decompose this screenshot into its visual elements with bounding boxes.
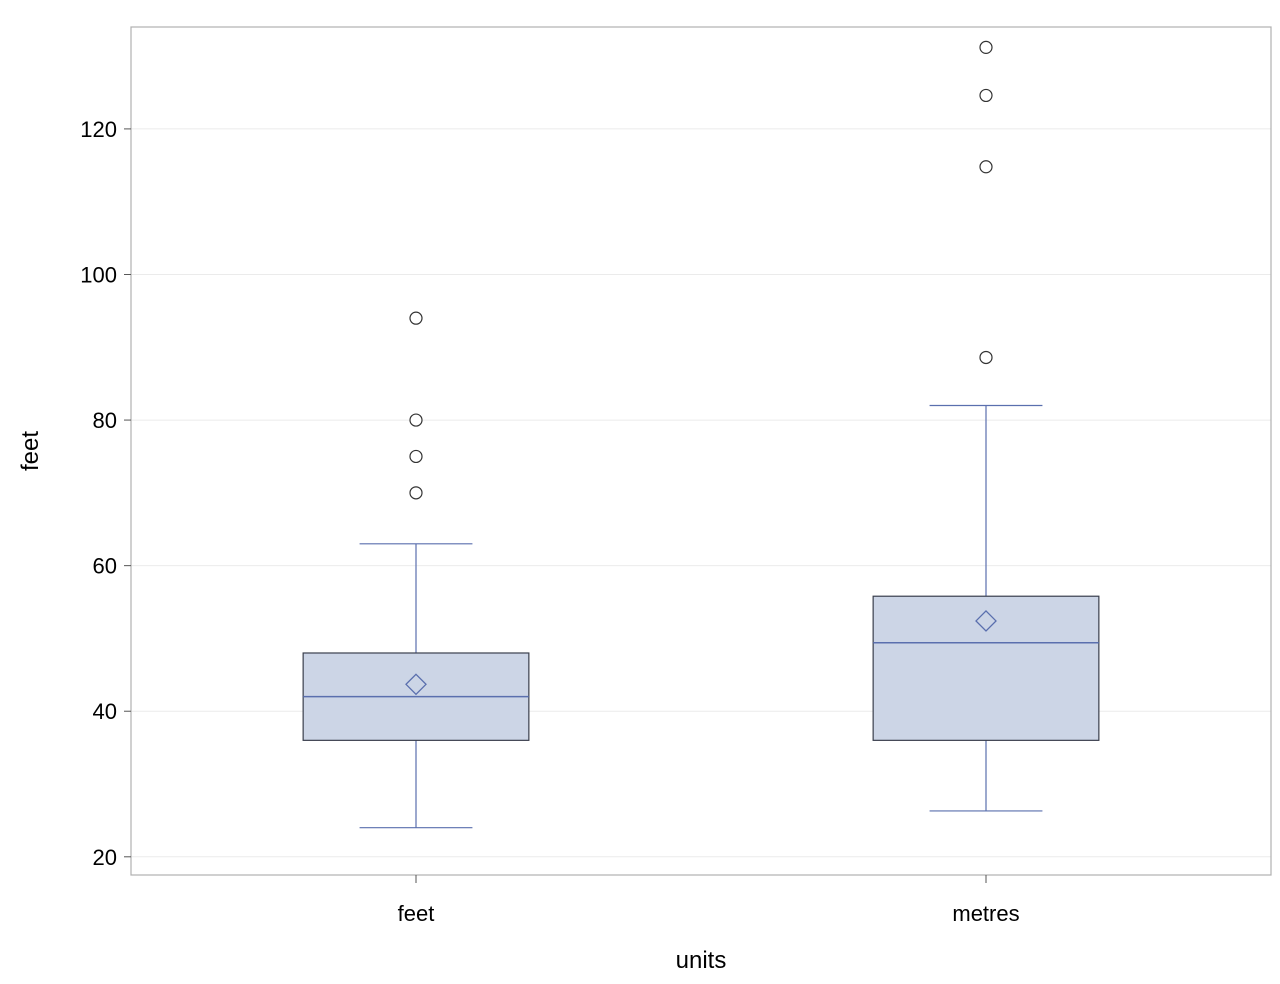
boxes	[302, 40, 1100, 829]
x-tick-label-feet: feet	[398, 901, 435, 926]
y-tick-label-60: 60	[93, 554, 117, 579]
outlier-point-0	[979, 350, 993, 365]
x-axis-title: units	[676, 947, 727, 974]
mean-marker	[405, 673, 427, 696]
x-tick-label-metres: metres	[952, 901, 1019, 926]
box-group-feet	[302, 311, 530, 829]
y-axis-title: feet	[17, 431, 44, 471]
outlier-point-2	[409, 413, 423, 427]
outlier-point-2	[979, 88, 993, 103]
outlier-point-3	[979, 40, 993, 54]
box-group-metres	[872, 40, 1100, 812]
x-axis-ticks: feet metres	[398, 875, 1020, 926]
outlier-point-1	[409, 449, 423, 464]
outlier-point-0	[409, 486, 423, 500]
y-tick-label-100: 100	[80, 262, 117, 287]
plot-frame	[130, 26, 1272, 876]
outlier-point-3	[409, 311, 423, 325]
outlier-point-1	[979, 160, 993, 174]
y-axis-ticks: 20 40 60 80 100 120	[80, 117, 131, 870]
y-tick-label-80: 80	[93, 408, 117, 433]
iqr-box	[872, 595, 1100, 741]
y-tick-label-40: 40	[93, 699, 117, 724]
y-tick-label-120: 120	[80, 117, 117, 142]
y-tick-label-20: 20	[93, 845, 117, 870]
mean-marker	[975, 610, 997, 632]
grid-lines	[131, 128, 1271, 858]
